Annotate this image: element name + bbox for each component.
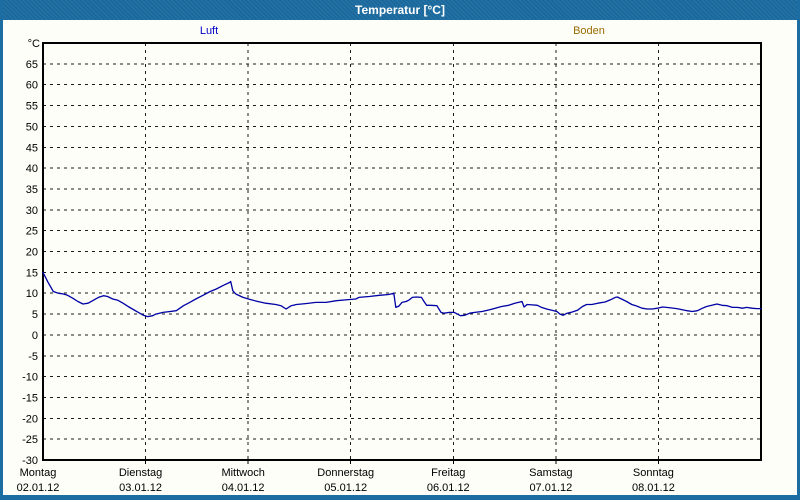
y-tick-label: -10 bbox=[22, 372, 38, 384]
y-tick-label: 50 bbox=[26, 121, 38, 133]
x-day-label: Dienstag bbox=[119, 467, 162, 479]
x-day-label: Samstag bbox=[529, 467, 572, 479]
y-axis-unit-label: °C bbox=[27, 38, 40, 50]
x-date-label: 08.01.12 bbox=[632, 482, 675, 494]
y-tick-label: 20 bbox=[26, 247, 38, 259]
x-date-label: 02.01.12 bbox=[17, 482, 60, 494]
y-tick-label: 55 bbox=[26, 101, 38, 113]
y-tick-label: -25 bbox=[22, 434, 38, 446]
series-line-luft bbox=[42, 271, 762, 318]
x-date-label: 04.01.12 bbox=[222, 482, 265, 494]
plot-frame bbox=[42, 42, 762, 461]
y-tick-label: 25 bbox=[26, 226, 38, 238]
y-tick-label: 0 bbox=[32, 330, 38, 342]
x-date-label: 07.01.12 bbox=[529, 482, 572, 494]
x-day-label: Montag bbox=[20, 467, 57, 479]
y-tick-label: -5 bbox=[28, 351, 38, 363]
title-bar: Temperatur [°C] bbox=[0, 0, 800, 20]
y-tick-label: 35 bbox=[26, 184, 38, 196]
x-date-label: 03.01.12 bbox=[119, 482, 162, 494]
x-day-label: Mittwoch bbox=[221, 467, 264, 479]
y-tick-label: 10 bbox=[26, 288, 38, 300]
x-day-label: Sonntag bbox=[633, 467, 674, 479]
y-tick-label: 30 bbox=[26, 205, 38, 217]
y-tick-label: -15 bbox=[22, 392, 38, 404]
y-tick-label: 40 bbox=[26, 163, 38, 175]
y-tick-label: 15 bbox=[26, 267, 38, 279]
legend-item-luft: Luft bbox=[199, 25, 219, 37]
y-tick-label: 65 bbox=[26, 59, 38, 71]
x-day-label: Freitag bbox=[431, 467, 465, 479]
y-tick-label: -20 bbox=[22, 413, 38, 425]
y-tick-label: 5 bbox=[32, 309, 38, 321]
x-date-label: 06.01.12 bbox=[427, 482, 470, 494]
window-title: Temperatur [°C] bbox=[355, 3, 445, 17]
y-tick-label: 60 bbox=[26, 80, 38, 92]
x-date-label: 05.01.12 bbox=[324, 482, 367, 494]
y-tick-label: -30 bbox=[22, 455, 38, 467]
y-tick-label: 45 bbox=[26, 142, 38, 154]
legend-item-boden: Boden bbox=[573, 25, 605, 37]
x-day-label: Donnerstag bbox=[317, 467, 374, 479]
